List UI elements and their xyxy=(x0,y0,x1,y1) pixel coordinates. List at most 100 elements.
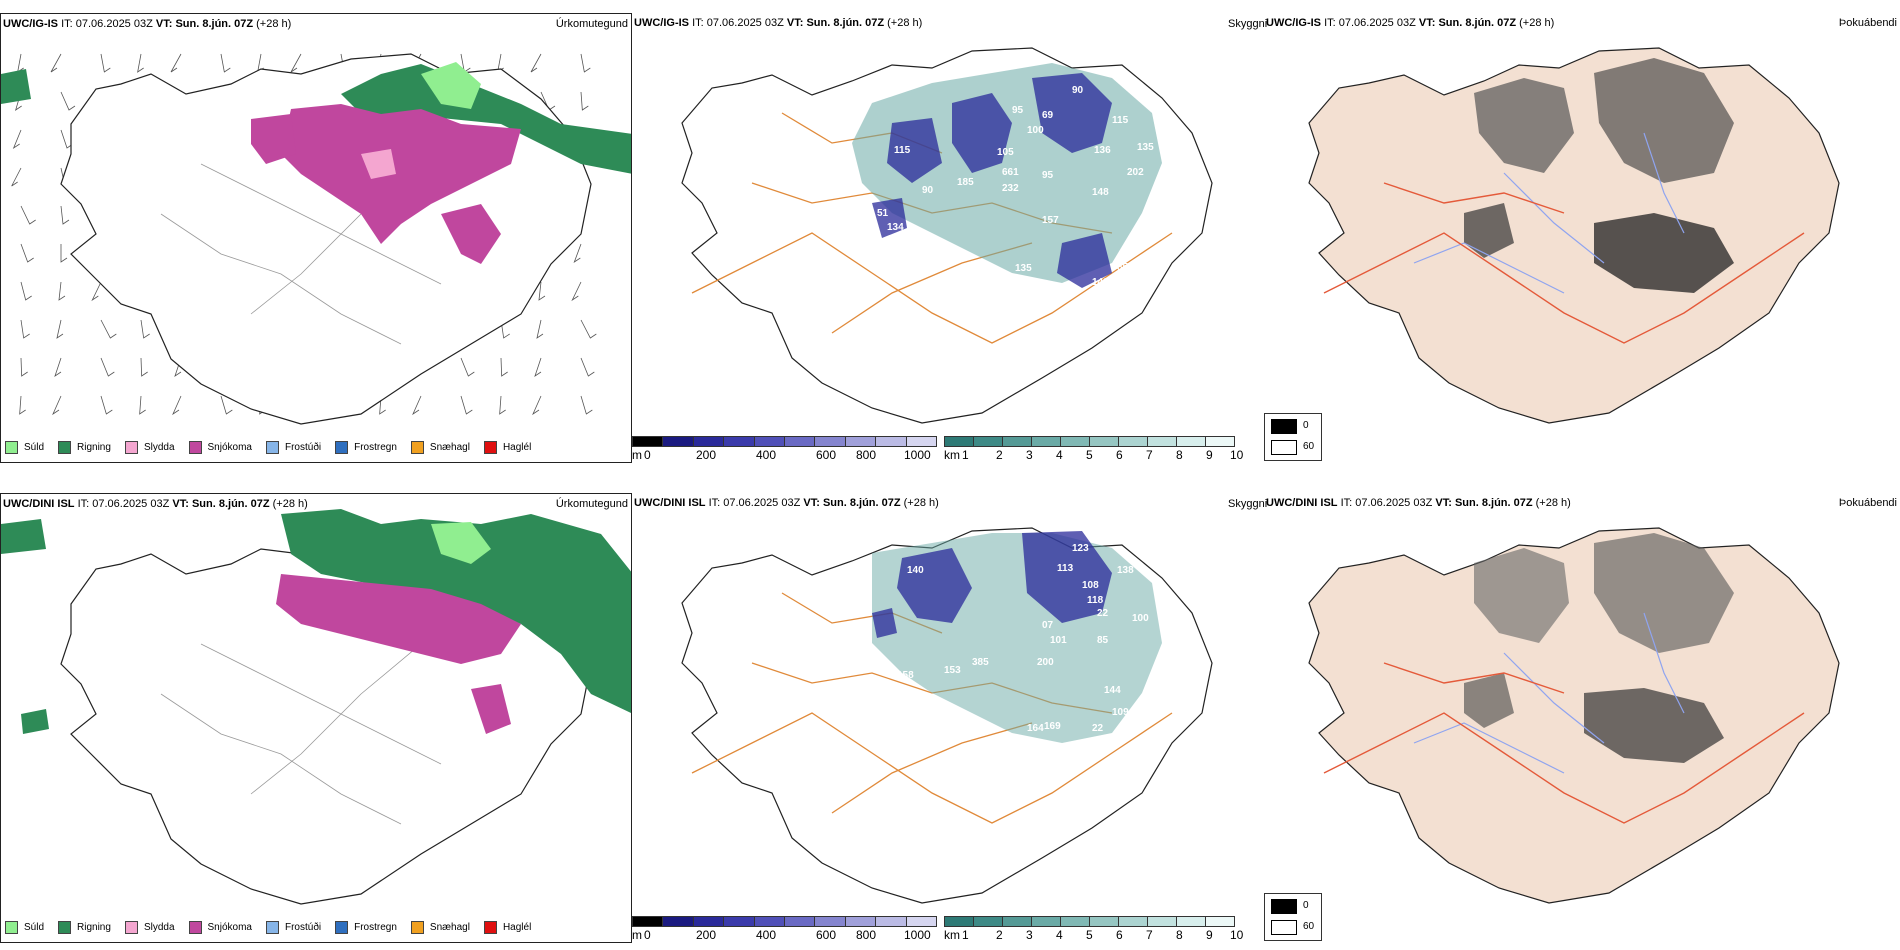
vis-m-colorbar: m 0 200 400 600 800 1000 xyxy=(632,916,938,942)
fog-panel-bottom: UWC/DINI ISL IT: 07.06.2025 03Z VT: Sun.… xyxy=(1264,493,1900,943)
fog-panel-top: UWC/IG-IS IT: 07.06.2025 03Z VT: Sun. 8.… xyxy=(1264,13,1900,463)
legend-item: Snæhagl xyxy=(410,921,470,934)
fog-legend-label: 0 xyxy=(1303,420,1309,431)
panel-name: Þokuábendi xyxy=(1838,497,1897,509)
vis-label: 147 xyxy=(942,247,959,258)
wind-barb xyxy=(52,395,62,416)
legend-item: Frostúði xyxy=(265,441,321,454)
legend-item: Slydda xyxy=(124,441,175,454)
vis-m-swatch xyxy=(844,916,876,927)
vis-label: 95 xyxy=(1042,170,1054,181)
vis-km-swatch xyxy=(1089,916,1118,927)
wind-barb xyxy=(60,244,68,263)
vis-km-swatch xyxy=(944,916,973,927)
visibility-panel-bottom: 123 113 138 108 118 140 22 100 07 101 85… xyxy=(632,493,1264,943)
vis-blue-3 xyxy=(887,118,942,183)
legend-swatch xyxy=(265,441,279,454)
vis-m-swatch xyxy=(905,436,938,447)
wind-barb xyxy=(571,281,582,302)
vis-blue-5 xyxy=(872,198,907,238)
wind-barb xyxy=(20,357,28,377)
vis-m-tick: 1000 xyxy=(904,448,931,462)
vis-m-swatch xyxy=(753,916,785,927)
legend-swatch xyxy=(265,921,279,934)
fog-swatch-white xyxy=(1271,920,1297,935)
wind-barb xyxy=(91,281,102,302)
vis-km-tick: 4 xyxy=(1056,928,1063,942)
legend-item: Rigning xyxy=(58,921,111,934)
vis-m-tick: 1000 xyxy=(904,928,931,942)
vis-m-tick: 600 xyxy=(816,928,837,942)
vis-m-swatch xyxy=(784,436,815,447)
vis-label: 134 xyxy=(887,222,904,233)
vis-m-swatch xyxy=(875,436,906,447)
vis-m-swatch xyxy=(875,916,906,927)
wind-barb xyxy=(538,281,546,301)
fog-map-bottom xyxy=(1308,527,1840,904)
wind-barb xyxy=(100,395,113,415)
rain-area-west xyxy=(1,69,31,104)
vis-label: 22 xyxy=(1097,608,1109,619)
vis-label: 136 xyxy=(1094,145,1111,156)
vis-label: 51 xyxy=(877,208,889,219)
vis-km-tick: 8 xyxy=(1176,928,1183,942)
vis-km-swatch xyxy=(1118,436,1147,447)
vis-km-swatch xyxy=(1060,916,1089,927)
legend-item: Frostregn xyxy=(335,441,397,454)
vis-m-swatch xyxy=(692,916,724,927)
vis-label: 385 xyxy=(972,657,989,668)
legend-swatch xyxy=(410,441,424,454)
roads xyxy=(1323,662,1805,824)
legend-swatch xyxy=(58,441,72,454)
wind-barb xyxy=(54,357,62,377)
vis-label: 07 xyxy=(1042,620,1054,631)
wind-barb xyxy=(50,53,62,73)
wind-barb xyxy=(100,319,117,339)
panel-title: UWC/DINI ISL IT: 07.06.2025 03Z VT: Sun.… xyxy=(3,498,308,510)
panel-title: UWC/DINI ISL IT: 07.06.2025 03Z VT: Sun.… xyxy=(1266,497,1571,509)
legend-item: Slydda xyxy=(124,921,175,934)
vis-m-swatch xyxy=(814,436,845,447)
vis-km-tick: 6 xyxy=(1116,928,1123,942)
legend-swatch xyxy=(188,921,202,934)
visibility-panel-name-top: Skyggni xyxy=(1228,18,1268,30)
wind-barb xyxy=(532,395,542,416)
roads xyxy=(1323,182,1805,344)
vis-label: 113 xyxy=(1057,563,1074,574)
rivers xyxy=(1413,132,1685,294)
vis-label: 200 xyxy=(1037,657,1054,668)
vis-m-swatch xyxy=(662,436,693,447)
vis-km-swatch xyxy=(1002,916,1031,927)
vis-label: 109 xyxy=(1112,707,1129,718)
fog-dark-3 xyxy=(1584,688,1724,763)
vis-blue-2 xyxy=(897,548,972,623)
vis-label: 210 xyxy=(1035,280,1052,291)
legend-swatch xyxy=(410,921,424,934)
wind-barb xyxy=(17,53,24,73)
vis-km-swatch xyxy=(1176,436,1205,447)
snow-area-2 xyxy=(251,114,296,164)
vis-km-swatch xyxy=(1060,436,1089,447)
legend-swatch xyxy=(124,441,138,454)
vis-km-tick: 9 xyxy=(1206,448,1213,462)
vis-km-tick: 5 xyxy=(1086,448,1093,462)
legend-item: Snjókoma xyxy=(188,921,252,934)
rivers xyxy=(1413,612,1685,774)
vis-blue-4 xyxy=(1057,233,1112,288)
legend-swatch xyxy=(58,921,72,934)
fog-dark-2 xyxy=(1594,533,1734,653)
wind-barb xyxy=(140,357,148,377)
vis-m-swatch xyxy=(844,436,876,447)
sleet-area xyxy=(361,149,396,179)
panel-name: Þokuábendi xyxy=(1838,17,1897,29)
vis-km-tick: 7 xyxy=(1146,448,1153,462)
panel-name: Úrkomutegund xyxy=(555,498,628,510)
vis-km-swatch xyxy=(1118,916,1147,927)
precip-panel-bottom: UWC/DINI ISL IT: 07.06.2025 03Z VT: Sun.… xyxy=(0,493,632,943)
vis-label: 22 xyxy=(1092,723,1104,734)
fog-swatch-black xyxy=(1271,419,1297,434)
wind-barb xyxy=(137,53,144,73)
wind-barb xyxy=(580,53,591,73)
vis-label: 115 xyxy=(1112,115,1129,126)
wind-barb xyxy=(170,53,182,73)
